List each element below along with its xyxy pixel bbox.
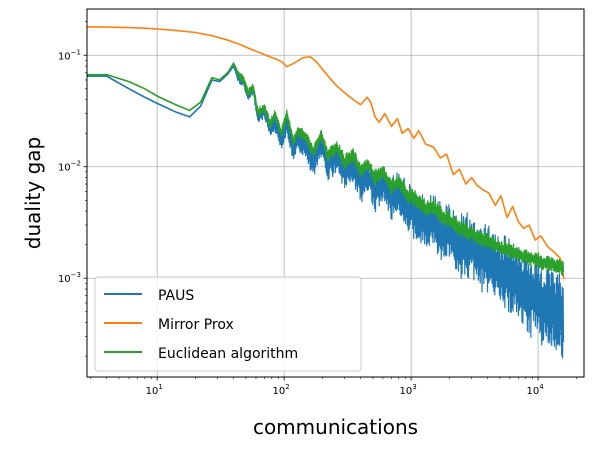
axis-ticks: 101 102 103 104 10−3 10−2 10−1 [58,21,577,397]
legend-label-euclidean-algorithm: Euclidean algorithm [158,346,298,362]
x-tick-label: 101 [146,383,163,397]
x-tick-label: 102 [273,383,290,397]
legend-label-paus: PAUS [158,288,194,304]
legend: PAUS Mirror Prox Euclidean algorithm [94,276,362,372]
series-euclidean-algorithm-line [87,62,565,269]
x-axis-label: communications [253,415,418,439]
y-tick-label: 10−3 [58,271,81,285]
x-tick-label: 103 [400,383,417,397]
series-mirror-prox-line [87,26,565,280]
series-area [87,26,565,359]
y-tick-label: 10−1 [58,48,81,62]
legend-box [94,276,362,372]
x-tick-label: 104 [526,383,544,397]
y-tick-label: 10−2 [58,160,81,174]
plot-frame [86,8,585,378]
series-paus-line [87,65,565,338]
legend-label-mirror-prox: Mirror Prox [158,317,234,333]
y-axis-label: duality gap [21,137,45,249]
